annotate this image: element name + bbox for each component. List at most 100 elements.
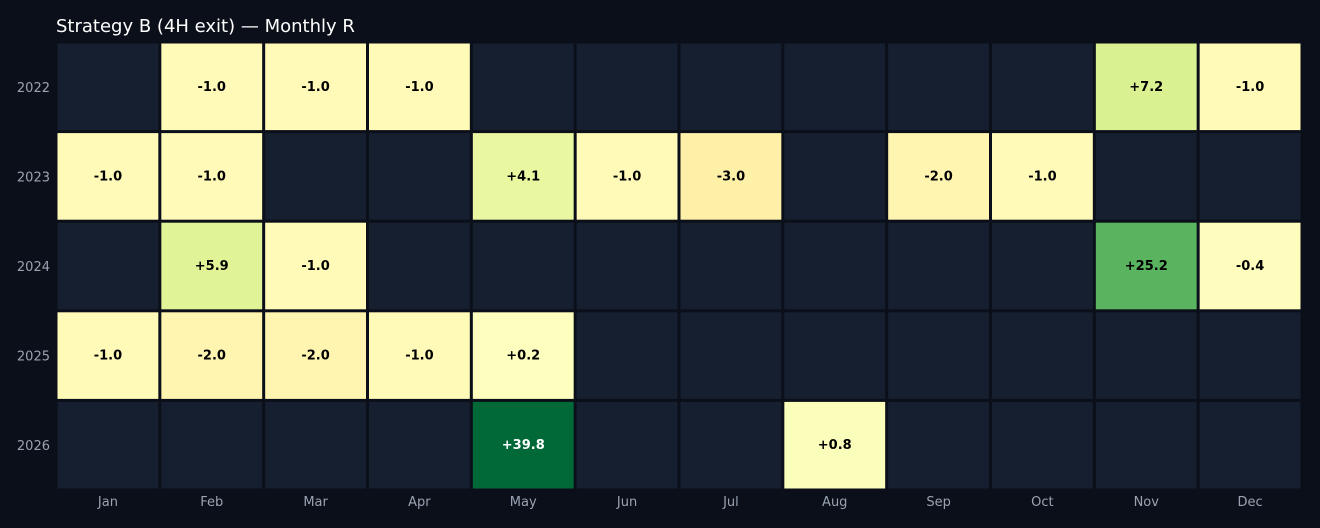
heatmap-cell [576,43,678,131]
heatmap-cell [1095,401,1197,489]
heatmap-cell [1095,222,1197,310]
heatmap-cell [992,222,1093,310]
x-tick-label: Oct [1031,495,1053,510]
cell-value-label: -1.0 [198,80,226,95]
cell-value-label: +39.8 [502,438,545,453]
x-tick-label: Dec [1238,495,1263,510]
heatmap-cell [784,222,886,310]
heatmap-cell [369,222,470,310]
heatmap-cell [472,43,574,131]
heatmap-cell [57,43,159,131]
heatmap-cell [265,312,366,399]
y-tick-label: 2026 [17,439,50,454]
chart-title: Strategy B (4H exit) — Monthly R [56,16,355,37]
heatmap-cell [1199,133,1301,220]
x-tick-label: Apr [408,495,431,510]
x-tick-label: Jun [616,495,637,510]
cell-value-label: -1.0 [94,349,122,364]
cell-value-label: -1.0 [301,80,329,95]
heatmap-cell [680,43,782,131]
x-tick-label: Feb [200,495,223,510]
x-tick-label: Mar [303,495,328,510]
y-tick-label: 2023 [17,170,50,185]
cell-value-label: -1.0 [301,259,329,274]
heatmap-cell [161,43,263,131]
heatmap-cell [784,401,886,489]
heatmap-cell [265,133,366,220]
heatmap-cell [1199,312,1301,399]
heatmap-cell [1095,43,1197,131]
cell-value-label: -1.0 [198,169,226,184]
x-tick-label: Sep [926,495,951,510]
heatmap-cell [472,312,574,399]
x-tick-label: May [510,495,537,510]
y-tick-label: 2024 [17,260,50,275]
cell-value-label: -1.0 [613,169,641,184]
heatmap-cells: -1.0 -1.0 -1.0 +7.2 -1.0 -1.0 -1.0 +4.1 -1.0 -3.0… [57,43,1301,489]
heatmap-cell [57,133,159,220]
x-tick-label: Jan [97,495,118,510]
heatmap-cell [472,401,574,489]
heatmap-cell [472,133,574,220]
cell-value-label: +0.8 [818,438,852,453]
heatmap-cell [784,312,886,399]
y-tick-label: 2022 [17,81,50,96]
heatmap-cell [992,401,1093,489]
cell-value-label: -1.0 [94,169,122,184]
cell-value-label: +4.1 [506,169,540,184]
heatmap-cell [992,312,1093,399]
heatmap-cell [472,222,574,310]
cell-value-label: +0.2 [506,349,540,364]
heatmap-cell [1199,222,1301,310]
heatmap-cell [369,401,470,489]
heatmap-cell [576,401,678,489]
heatmap-cell [992,43,1093,131]
heatmap-cell [57,312,159,399]
heatmap-cell [576,222,678,310]
heatmap-cell [576,133,678,220]
cell-value-label: -0.4 [1236,259,1264,274]
heatmap-cell [784,133,886,220]
x-tick-label: Aug [822,495,847,510]
heatmap-cell [576,312,678,399]
heatmap-cell [369,133,470,220]
x-tick-label: Nov [1134,495,1160,510]
heatmap-cell [369,312,470,399]
cell-value-label: +7.2 [1129,80,1163,95]
x-tick-label: Jul [722,495,739,510]
heatmap-cell [992,133,1093,220]
heatmap-cell [57,222,159,310]
heatmap-cell [265,401,366,489]
heatmap-cell [888,43,989,131]
heatmap-cell [161,401,263,489]
heatmap-cell [161,312,263,399]
heatmap-cell [680,222,782,310]
heatmap-cell [680,133,782,220]
cell-value-label: -1.0 [1236,80,1264,95]
heatmap-cell [1199,401,1301,489]
cell-value-label: -2.0 [301,349,329,364]
heatmap-cell [888,133,989,220]
heatmap-cell [680,312,782,399]
cell-value-label: -2.0 [924,169,952,184]
heatmap-cell [888,401,989,489]
cell-value-label: -2.0 [198,349,226,364]
y-tick-label: 2025 [17,350,50,365]
cell-value-label: -1.0 [405,80,433,95]
heatmap-cell [265,43,366,131]
cell-value-label: -3.0 [717,169,745,184]
heatmap-cell [888,222,989,310]
heatmap-cell [1095,312,1197,399]
x-axis-labels: Jan Feb Mar Apr May Jun Jul Aug Sep Oct Nov Dec [97,495,1263,510]
heatmap-cell [784,43,886,131]
heatmap-cell [369,43,470,131]
heatmap-cell [161,133,263,220]
heatmap-cell [680,401,782,489]
heatmap-cell [1199,43,1301,131]
heatmap-cell [888,312,989,399]
heatmap-cell [1095,133,1197,220]
cell-value-label: -1.0 [1028,169,1056,184]
heatmap-cell [57,401,159,489]
heatmap-cell [161,222,263,310]
